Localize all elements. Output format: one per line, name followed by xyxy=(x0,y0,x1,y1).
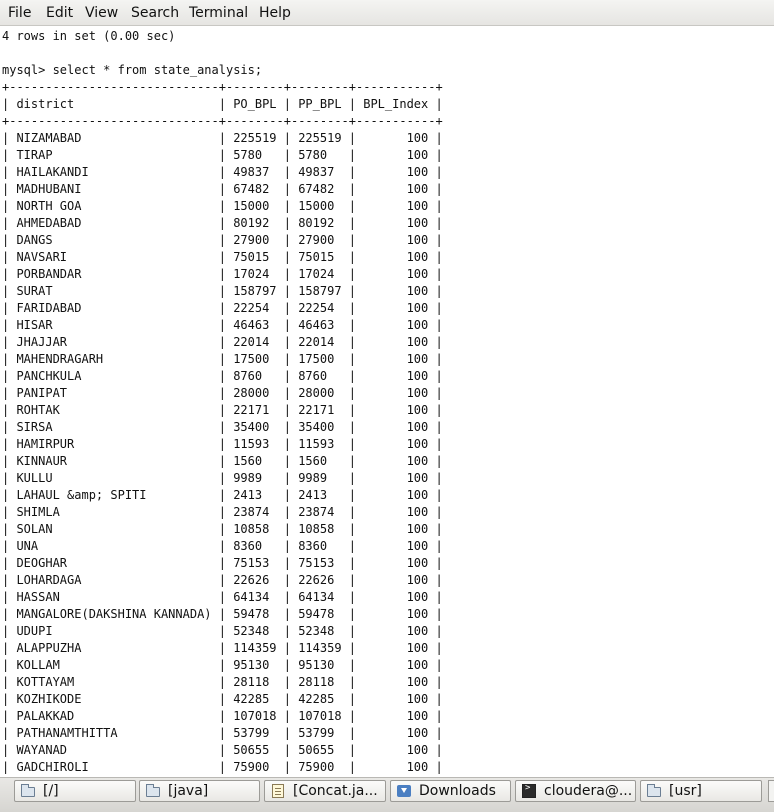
table-row: | TIRAP | 5780 | 5780 | 100 | xyxy=(2,148,443,162)
downloads-folder-icon xyxy=(396,784,412,798)
table-row: | DEOGHAR | 75153 | 75153 | 100 | xyxy=(2,556,443,570)
taskbar-item-label: [Concat.ja... xyxy=(293,783,378,799)
table-row: | KOLLAM | 95130 | 95130 | 100 | xyxy=(2,658,443,672)
table-row: | NAVSARI | 75015 | 75015 | 100 | xyxy=(2,250,443,264)
table-row: | JHAJJAR | 22014 | 22014 | 100 | xyxy=(2,335,443,349)
taskbar-item-java-folder[interactable]: [java] xyxy=(139,780,260,802)
table-row: | WAYANAD | 50655 | 50655 | 100 | xyxy=(2,743,443,757)
menu-search[interactable]: Search xyxy=(131,5,180,21)
table-row: | PORBANDAR | 17024 | 17024 | 100 | xyxy=(2,267,443,281)
table-row: | HASSAN | 64134 | 64134 | 100 | xyxy=(2,590,443,604)
table-row: | HISAR | 46463 | 46463 | 100 | xyxy=(2,318,443,332)
menu-help[interactable]: Help xyxy=(259,5,291,21)
table-row: | AHMEDABAD | 80192 | 80192 | 100 | xyxy=(2,216,443,230)
folder-icon xyxy=(646,784,662,798)
taskbar-item-root-folder[interactable]: [/] xyxy=(14,780,136,802)
terminal-icon xyxy=(521,783,537,798)
table-row: | KULLU | 9989 | 9989 | 100 | xyxy=(2,471,443,485)
table-row: | PANCHKULA | 8760 | 8760 | 100 | xyxy=(2,369,443,383)
table-row: | SURAT | 158797 | 158797 | 100 | xyxy=(2,284,443,298)
table-row: | PANIPAT | 28000 | 28000 | 100 | xyxy=(2,386,443,400)
table-border: +-----------------------------+--------+… xyxy=(2,80,443,94)
table-row: | KOTTAYAM | 28118 | 28118 | 100 | xyxy=(2,675,443,689)
terminal-text: 4 rows in set (0.00 sec) mysql> select *… xyxy=(2,28,443,776)
taskbar-item-downloads[interactable]: Downloads xyxy=(390,780,511,802)
taskbar-item-concat-editor[interactable]: [Concat.ja... xyxy=(264,780,386,802)
table-row: | KOZHIKODE | 42285 | 42285 | 100 | xyxy=(2,692,443,706)
table-row: | MAHENDRAGARH | 17500 | 17500 | 100 | xyxy=(2,352,443,366)
table-row: | FARIDABAD | 22254 | 22254 | 100 | xyxy=(2,301,443,315)
table-row: | UDUPI | 52348 | 52348 | 100 | xyxy=(2,624,443,638)
table-row: | NIZAMABAD | 225519 | 225519 | 100 | xyxy=(2,131,443,145)
terminal-output-area[interactable]: 4 rows in set (0.00 sec) mysql> select *… xyxy=(0,27,774,777)
taskbar-item-label: Downloads xyxy=(419,783,496,799)
table-row: | LAHAUL &amp; SPITI | 2413 | 2413 | 100… xyxy=(2,488,443,502)
menu-view[interactable]: View xyxy=(85,5,119,21)
menu-edit[interactable]: Edit xyxy=(46,5,74,21)
taskbar-item-label: [usr] xyxy=(669,783,702,799)
taskbar-item-label: cloudera@... xyxy=(544,783,633,799)
table-row: | PATHANAMTHITTA | 53799 | 53799 | 100 | xyxy=(2,726,443,740)
table-row: | UNA | 8360 | 8360 | 100 | xyxy=(2,539,443,553)
folder-icon xyxy=(20,784,36,798)
table-row: | SOLAN | 10858 | 10858 | 100 | xyxy=(2,522,443,536)
taskbar-item-label: [java] xyxy=(168,783,209,799)
menu-file[interactable]: File xyxy=(8,5,32,21)
previous-result-line: 4 rows in set (0.00 sec) xyxy=(2,29,176,43)
table-row: | HAILAKANDI | 49837 | 49837 | 100 | xyxy=(2,165,443,179)
table-row: | LOHARDAGA | 22626 | 22626 | 100 | xyxy=(2,573,443,587)
table-header-row: | district | PO_BPL | PP_BPL | BPL_Index… xyxy=(2,97,443,111)
table-border: +-----------------------------+--------+… xyxy=(2,114,443,128)
text-editor-icon xyxy=(270,784,286,798)
taskbar: [/] [java] [Concat.ja... Downloads cloud… xyxy=(0,777,774,812)
table-row: | DANGS | 27900 | 27900 | 100 | xyxy=(2,233,443,247)
table-row: | MADHUBANI | 67482 | 67482 | 100 | xyxy=(2,182,443,196)
menu-terminal[interactable]: Terminal xyxy=(189,5,249,21)
taskbar-overflow-edge xyxy=(768,780,774,802)
table-row: | NORTH GOA | 15000 | 15000 | 100 | xyxy=(2,199,443,213)
table-row: | PALAKKAD | 107018 | 107018 | 100 | xyxy=(2,709,443,723)
table-row: | ROHTAK | 22171 | 22171 | 100 | xyxy=(2,403,443,417)
table-row: | SHIMLA | 23874 | 23874 | 100 | xyxy=(2,505,443,519)
taskbar-item-usr-folder[interactable]: [usr] xyxy=(640,780,762,802)
command-line: mysql> select * from state_analysis; xyxy=(2,63,263,77)
table-row: | GADCHIROLI | 75900 | 75900 | 100 | xyxy=(2,760,443,774)
folder-icon xyxy=(145,784,161,798)
table-row: | ALAPPUZHA | 114359 | 114359 | 100 | xyxy=(2,641,443,655)
table-row: | MANGALORE(DAKSHINA KANNADA) | 59478 | … xyxy=(2,607,443,621)
menu-bar: File Edit View Search Terminal Help xyxy=(0,0,774,26)
table-row: | HAMIRPUR | 11593 | 11593 | 100 | xyxy=(2,437,443,451)
taskbar-item-label: [/] xyxy=(43,783,59,799)
taskbar-item-terminal[interactable]: cloudera@... xyxy=(515,780,636,802)
table-row: | SIRSA | 35400 | 35400 | 100 | xyxy=(2,420,443,434)
table-row: | KINNAUR | 1560 | 1560 | 100 | xyxy=(2,454,443,468)
